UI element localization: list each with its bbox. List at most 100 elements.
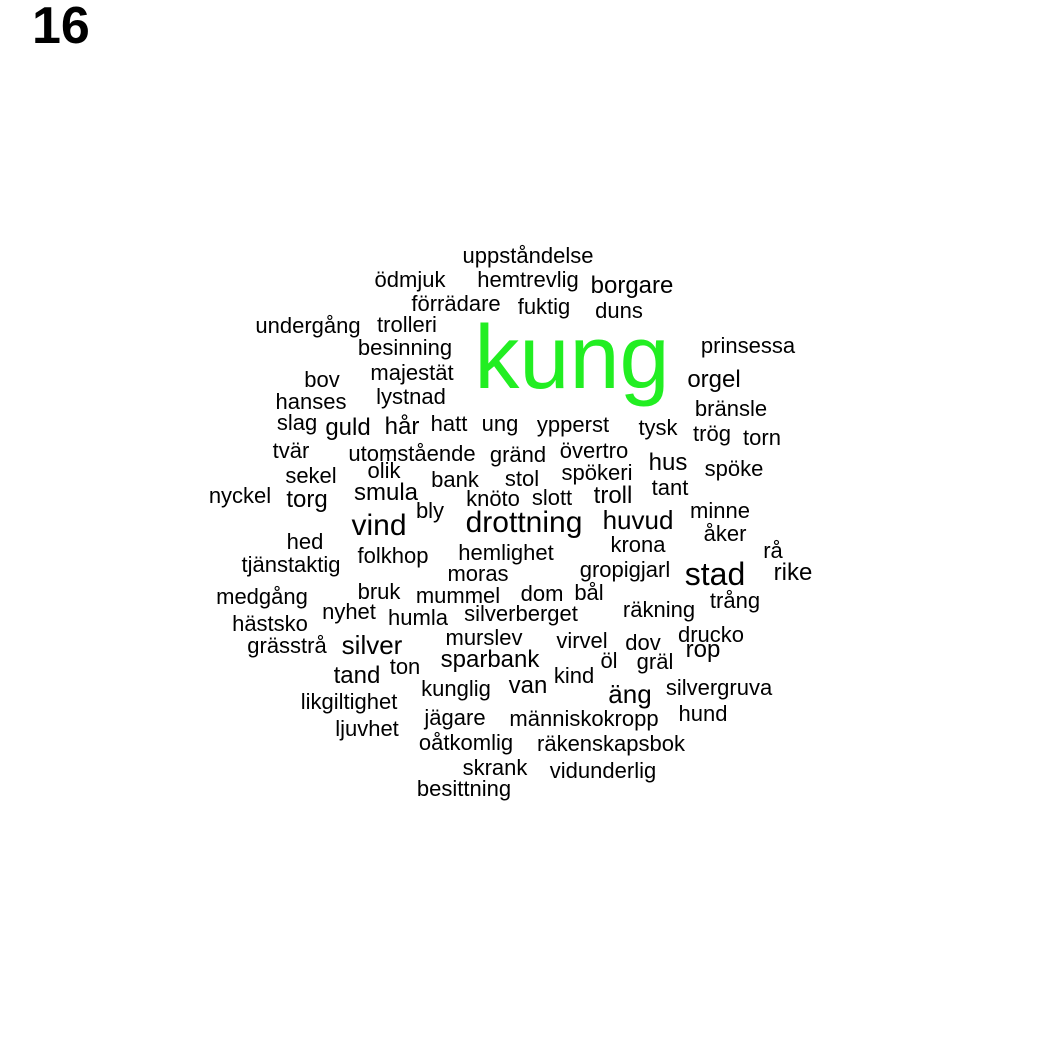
word-94: oåtkomlig [418, 730, 514, 755]
word-15: lystnad [376, 384, 446, 409]
word-24: tysk [638, 415, 678, 440]
panel-number: 16 [32, 0, 90, 55]
word-29: gränd [489, 442, 547, 467]
word-79: sparbank [440, 646, 540, 673]
word-57: moras [447, 561, 509, 586]
word-18: slag [276, 410, 318, 435]
word-3: borgare [590, 272, 674, 299]
word-51: hed [286, 529, 324, 554]
word-96: skrank [462, 755, 528, 780]
word-72: murslev [445, 625, 523, 650]
word-83: ton [389, 654, 421, 679]
word-76: silver [341, 630, 403, 660]
word-14: orgel [687, 366, 741, 393]
word-37: stol [504, 466, 540, 491]
word-7: undergång [255, 313, 361, 338]
word-31: hus [648, 449, 688, 476]
word-1: ödmjuk [374, 267, 446, 292]
word-62: bruk [357, 579, 401, 604]
word-91: människokropp [509, 706, 659, 731]
word-46: minne [690, 498, 750, 523]
word-54: hemlighet [458, 540, 554, 565]
word-17: bränsle [694, 396, 768, 421]
word-97: vidunderlig [549, 758, 657, 783]
word-38: tant [651, 475, 689, 500]
word-30: övertro [559, 438, 629, 463]
word-21: hatt [430, 411, 468, 436]
word-12: bov [304, 367, 340, 392]
word-92: hund [678, 701, 728, 726]
word-5: fuktig [517, 294, 571, 319]
word-75: grässtrå [247, 633, 327, 658]
word-64: dom [520, 581, 564, 606]
word-98: besittning [416, 776, 512, 801]
word-84: kind [553, 663, 595, 688]
word-56: tjänstaktig [241, 552, 341, 577]
word-2: hemtrevlig [477, 267, 579, 292]
word-44: troll [593, 482, 633, 509]
word-50: åker [703, 521, 747, 546]
word-55: rå [763, 538, 783, 563]
word-59: stad [684, 556, 746, 592]
word-63: mummel [415, 583, 501, 608]
word-20: hår [384, 413, 420, 440]
word-49: huvud [602, 505, 674, 535]
word-39: nyckel [208, 483, 272, 508]
word-90: jägare [424, 705, 486, 730]
word-73: virvel [556, 628, 608, 653]
word-58: gropigjarl [579, 557, 671, 582]
word-86: van [508, 672, 548, 699]
word-6: duns [595, 298, 643, 323]
word-9: besinning [357, 335, 453, 360]
word-0: uppståndelse [462, 243, 594, 268]
word-8: trolleri [377, 312, 437, 337]
word-43: slott [531, 485, 573, 510]
word-53: folkhop [357, 543, 429, 568]
word-10: kung [474, 308, 670, 408]
word-23: ypperst [536, 412, 610, 437]
word-47: vind [351, 509, 407, 542]
word-52: krona [610, 532, 666, 557]
word-82: tand [333, 662, 381, 689]
word-42: knöto [466, 486, 520, 511]
word-25: trög [693, 421, 731, 446]
word-89: äng [608, 679, 652, 709]
word-32: sekel [285, 463, 337, 488]
word-81: gräl [636, 649, 674, 674]
word-85: kunglig [421, 676, 491, 701]
word-19: guld [325, 414, 371, 441]
word-16: hanses [275, 389, 347, 414]
word-40: torg [286, 486, 328, 513]
word-93: ljuvhet [335, 716, 399, 741]
word-66: trång [709, 588, 761, 613]
word-65: bål [574, 580, 604, 605]
word-28: utomstående [348, 441, 476, 466]
word-11: prinsessa [700, 333, 796, 358]
word-70: räkning [622, 597, 696, 622]
word-69: silverberget [464, 601, 578, 626]
word-67: nyhet [322, 599, 376, 624]
word-45: bly [415, 498, 445, 523]
word-71: hästsko [232, 611, 308, 636]
word-36: bank [431, 467, 479, 492]
word-27: tvär [272, 438, 310, 463]
word-60: rike [773, 559, 813, 586]
word-4: förrädare [411, 291, 501, 316]
word-22: ung [481, 411, 519, 436]
word-88: likgiltighet [300, 689, 398, 714]
word-68: humla [388, 605, 448, 630]
word-87: silvergruva [665, 675, 773, 700]
word-34: spökeri [561, 460, 633, 485]
word-80: öl [600, 648, 618, 673]
word-13: majestät [370, 360, 454, 385]
word-33: olik [367, 458, 401, 483]
word-26: torn [743, 425, 781, 450]
word-74: drucko [677, 622, 745, 647]
word-41: smula [353, 479, 419, 506]
word-77: dov [625, 630, 661, 655]
word-61: medgång [216, 584, 308, 609]
word-35: spöke [704, 456, 764, 481]
word-78: rop [685, 636, 721, 663]
word-48: drottning [465, 506, 583, 539]
